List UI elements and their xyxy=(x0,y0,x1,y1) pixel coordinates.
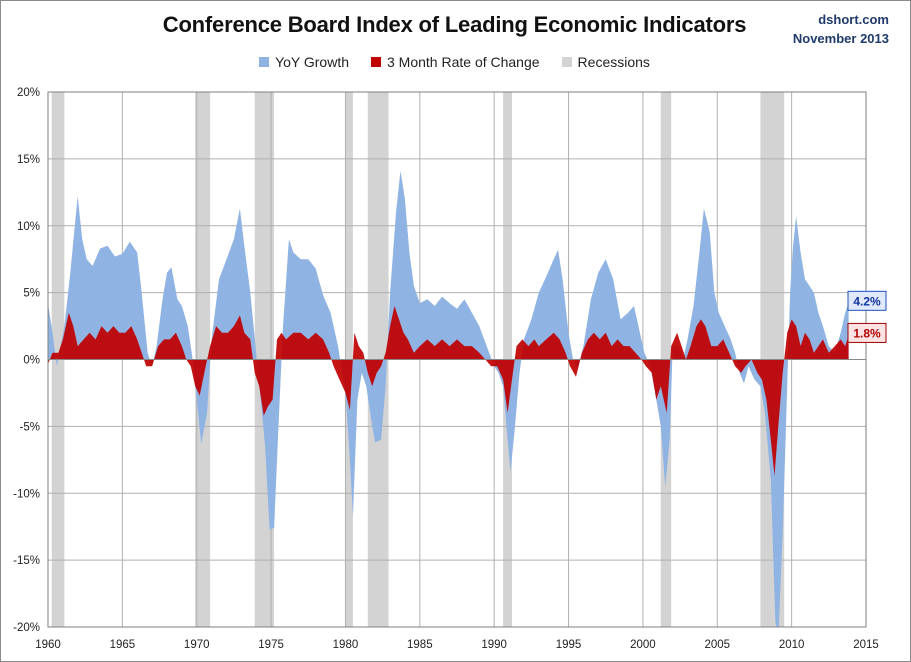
series-yoy-growth-area xyxy=(48,170,849,627)
legend-label-recessions: Recessions xyxy=(577,54,650,70)
legend-swatch-yoy xyxy=(259,57,270,67)
end-label-rate-text: 1.8% xyxy=(853,326,881,340)
x-tick-label-4: 1980 xyxy=(333,639,359,651)
legend-label-yoy: YoY Growth xyxy=(275,54,349,70)
x-tick-label-0: 1960 xyxy=(35,639,61,651)
y-tick-label-6: -10% xyxy=(13,488,40,500)
y-tick-label-5: -5% xyxy=(20,421,40,433)
x-tick-label-8: 2000 xyxy=(630,639,656,651)
x-tick-label-10: 2010 xyxy=(779,639,805,651)
date-label: November 2013 xyxy=(792,31,889,46)
y-tick-label-2: 10% xyxy=(17,221,40,233)
legend-item-rate: 3 Month Rate of Change xyxy=(371,54,540,70)
end-label-rate-box xyxy=(847,322,887,343)
y-tick-label-1: 15% xyxy=(17,154,40,166)
legend-item-yoy: YoY Growth xyxy=(259,54,349,70)
x-tick-label-1: 1965 xyxy=(110,639,136,651)
x-tick-label-9: 2005 xyxy=(704,639,730,651)
x-tick-label-6: 1990 xyxy=(481,639,507,651)
y-tick-label-8: -20% xyxy=(13,622,40,634)
x-tick-label-3: 1975 xyxy=(258,639,284,651)
end-label-rate: 1.8% xyxy=(847,322,887,343)
x-tick-label-7: 1995 xyxy=(556,639,582,651)
y-tick-label-3: 5% xyxy=(23,288,40,300)
source-label: dshort.com xyxy=(818,12,889,27)
plot-border xyxy=(47,91,867,628)
end-label-yoy-box xyxy=(847,290,887,311)
x-tick-label-11: 2015 xyxy=(853,639,879,651)
y-tick-label-4: 0% xyxy=(23,355,40,367)
legend-swatch-rate xyxy=(371,57,381,67)
legend: YoY Growth 3 Month Rate of Change Recess… xyxy=(0,54,909,70)
end-label-yoy: 4.2% xyxy=(847,290,887,311)
x-tick-label-2: 1970 xyxy=(184,639,210,651)
series-3-month-rate-area xyxy=(48,306,849,476)
chart-title: Conference Board Index of Leading Econom… xyxy=(162,12,747,37)
y-tick-label-0: 20% xyxy=(17,87,40,99)
legend-label-rate: 3 Month Rate of Change xyxy=(387,54,540,70)
legend-swatch-recessions xyxy=(561,57,572,67)
x-tick-label-5: 1985 xyxy=(407,639,433,651)
y-tick-label-7: -15% xyxy=(13,555,40,567)
legend-item-recessions: Recessions xyxy=(561,54,650,70)
end-label-yoy-text: 4.2% xyxy=(853,294,881,308)
